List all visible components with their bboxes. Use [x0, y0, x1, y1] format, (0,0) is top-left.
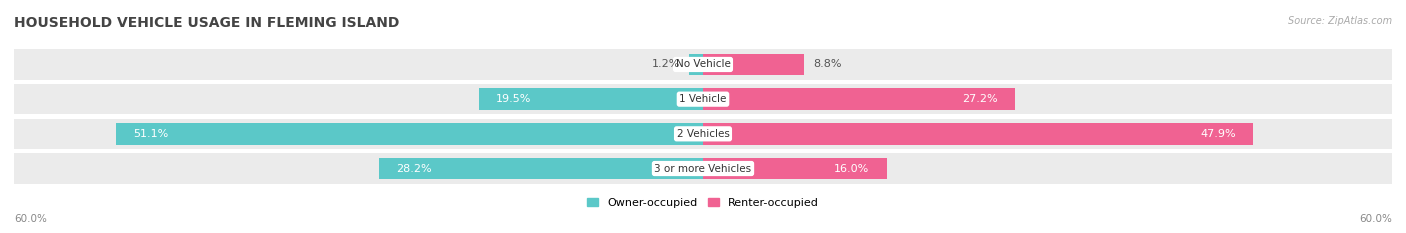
Bar	[703, 123, 1253, 145]
Text: 1 Vehicle: 1 Vehicle	[679, 94, 727, 104]
Bar	[703, 84, 1392, 114]
Text: HOUSEHOLD VEHICLE USAGE IN FLEMING ISLAND: HOUSEHOLD VEHICLE USAGE IN FLEMING ISLAN…	[14, 16, 399, 30]
Bar	[703, 119, 1392, 149]
Bar	[703, 158, 887, 179]
Bar	[703, 154, 1392, 184]
Text: 1.2%: 1.2%	[651, 59, 681, 69]
Legend: Owner-occupied, Renter-occupied: Owner-occupied, Renter-occupied	[582, 193, 824, 212]
Text: 51.1%: 51.1%	[134, 129, 169, 139]
Bar	[703, 49, 1392, 79]
Bar	[14, 49, 703, 79]
Text: 27.2%: 27.2%	[963, 94, 998, 104]
Text: Source: ZipAtlas.com: Source: ZipAtlas.com	[1288, 16, 1392, 26]
Text: No Vehicle: No Vehicle	[675, 59, 731, 69]
Bar	[14, 154, 703, 184]
Text: 2 Vehicles: 2 Vehicles	[676, 129, 730, 139]
Text: 19.5%: 19.5%	[496, 94, 531, 104]
Text: 8.8%: 8.8%	[813, 59, 842, 69]
Bar	[703, 54, 804, 75]
Text: 28.2%: 28.2%	[396, 164, 432, 174]
Bar	[689, 54, 703, 75]
Bar	[479, 88, 703, 110]
Text: 3 or more Vehicles: 3 or more Vehicles	[654, 164, 752, 174]
Bar	[14, 84, 703, 114]
Bar	[117, 123, 703, 145]
Text: 60.0%: 60.0%	[1360, 214, 1392, 224]
Bar	[703, 88, 1015, 110]
Text: 47.9%: 47.9%	[1201, 129, 1236, 139]
Bar	[380, 158, 703, 179]
Text: 16.0%: 16.0%	[834, 164, 869, 174]
Text: 60.0%: 60.0%	[14, 214, 46, 224]
Bar	[14, 119, 703, 149]
